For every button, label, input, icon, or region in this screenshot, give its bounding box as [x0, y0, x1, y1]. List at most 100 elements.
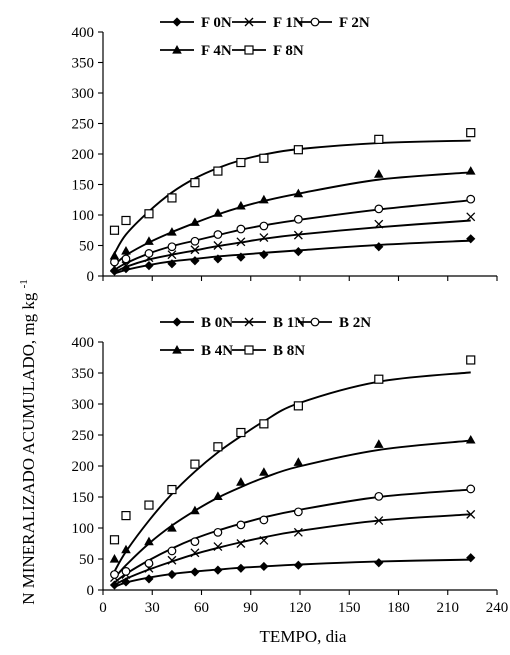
data-point-f-0n	[190, 256, 200, 266]
data-point-b-8n	[236, 427, 246, 438]
legend-label: F 8N	[273, 43, 304, 59]
data-point-f-2n	[236, 224, 246, 234]
data-point-f-8n	[190, 178, 200, 188]
data-point-f-4n	[465, 166, 476, 175]
data-point-f-1n-stroke-b	[259, 233, 269, 243]
data-point-b-4n	[293, 457, 304, 466]
legend-marker	[244, 45, 254, 55]
data-point-b-0n	[259, 561, 269, 572]
data-point-f-8n	[466, 128, 476, 138]
data-point-b-0n	[466, 553, 476, 563]
data-point-f-1n	[293, 230, 303, 240]
fit-curve-b-2n	[113, 488, 471, 584]
legend-label: B 8N	[273, 343, 305, 359]
legend-item-b-2n: B 2N	[298, 315, 371, 331]
data-point-b-0n	[109, 580, 120, 590]
x-tick-label: 150	[338, 600, 361, 616]
legend-marker	[310, 17, 320, 27]
data-point-b-1n	[293, 527, 303, 537]
data-point-f-2n	[167, 242, 177, 252]
chart-panel-2: 0 50 100 150 200 250 300 350 400 0 30 60 90 120 150 180…	[72, 315, 509, 616]
legend-label: B 1N	[273, 315, 305, 331]
y-tick-label: 0	[87, 269, 95, 285]
data-point-b-1n	[213, 542, 223, 552]
data-point-f-2n	[213, 230, 223, 239]
legend-item-b-4n: B 4N	[160, 343, 233, 359]
legend-item-f-2n: F 2N	[298, 15, 370, 31]
data-point-b-8n	[167, 484, 177, 495]
data-point-b-2n	[466, 484, 476, 494]
data-point-f-2n	[293, 214, 303, 224]
data-point-f-1n-stroke-b	[236, 237, 246, 247]
fit-curve-f-1n	[114, 219, 471, 274]
fit-curve-b-4n	[113, 439, 471, 579]
data-point-f-2n	[190, 236, 200, 246]
data-point-f-8n	[236, 157, 246, 168]
data-point-f-4n	[259, 194, 269, 204]
legend-label: B 4N	[201, 343, 233, 359]
y-tick-label: 250	[72, 117, 95, 133]
data-point-b-2n	[190, 537, 200, 547]
data-point-f-4n	[213, 208, 223, 217]
legend-marker	[244, 17, 254, 27]
y-tick-label: 250	[72, 428, 95, 444]
y-tick-label: 200	[72, 459, 95, 475]
data-point-b-4n	[213, 491, 223, 500]
data-point-b-8n	[109, 535, 120, 545]
data-point-b-8n	[144, 500, 154, 510]
data-point-b-4n	[190, 505, 200, 515]
legend-marker	[310, 317, 320, 327]
data-point-b-8n	[293, 401, 303, 411]
legend-marker	[172, 45, 182, 54]
data-point-f-1n-stroke-b	[293, 230, 303, 240]
data-point-b-8n	[190, 459, 200, 469]
data-point-b-2n	[167, 546, 177, 556]
x-tick-label: 0	[99, 600, 107, 616]
y-tick-label: 400	[72, 25, 95, 41]
x-tick-label: 90	[243, 600, 258, 616]
data-point-f-8n	[259, 153, 269, 163]
y-tick-label: 400	[72, 335, 95, 351]
x-tick-label: 120	[289, 600, 312, 616]
legend-item-f-0n: F 0N	[160, 15, 232, 31]
data-point-f-0n	[293, 247, 303, 257]
data-point-f-4n	[109, 250, 120, 260]
y-tick-label: 300	[72, 397, 95, 413]
legend-item-f-4n: F 4N	[160, 43, 232, 59]
data-point-b-4n	[374, 439, 384, 448]
data-point-f-4n	[144, 236, 154, 245]
data-point-f-4n	[374, 169, 384, 178]
data-point-b-0n	[236, 563, 246, 573]
data-point-f-1n-stroke-b	[374, 219, 384, 229]
y-tick-label: 200	[72, 147, 95, 163]
data-point-b-1n	[374, 516, 384, 526]
data-point-f-1n	[236, 237, 246, 247]
data-point-f-0n	[236, 252, 246, 262]
data-point-b-0n	[190, 567, 200, 577]
data-point-b-1n-stroke-b	[259, 535, 269, 545]
data-point-b-4n	[465, 434, 476, 444]
data-point-b-2n	[236, 520, 246, 530]
data-point-f-1n-stroke-b	[121, 261, 131, 271]
y-axis-title-superscript: -1	[18, 279, 30, 288]
data-point-b-2n	[259, 515, 269, 525]
y-tick-label: 100	[72, 208, 95, 224]
data-point-b-0n	[374, 558, 384, 568]
data-point-f-8n	[144, 209, 154, 219]
y-tick-label: 150	[72, 178, 95, 194]
data-point-b-1n	[466, 509, 476, 519]
x-axis-title: TEMPO, dia	[260, 627, 347, 646]
data-point-b-0n	[213, 565, 223, 575]
legend-item-b-0n: B 0N	[160, 315, 233, 331]
legend-marker	[244, 345, 254, 355]
data-point-f-2n	[144, 249, 154, 258]
data-point-b-8n	[213, 442, 223, 452]
data-point-f-0n	[374, 242, 384, 252]
legend-label: F 1N	[273, 15, 304, 31]
data-point-b-8n	[374, 374, 384, 384]
data-point-f-1n	[213, 241, 223, 250]
legend-item-b-8n: B 8N	[232, 343, 305, 359]
data-point-f-4n	[190, 217, 200, 226]
